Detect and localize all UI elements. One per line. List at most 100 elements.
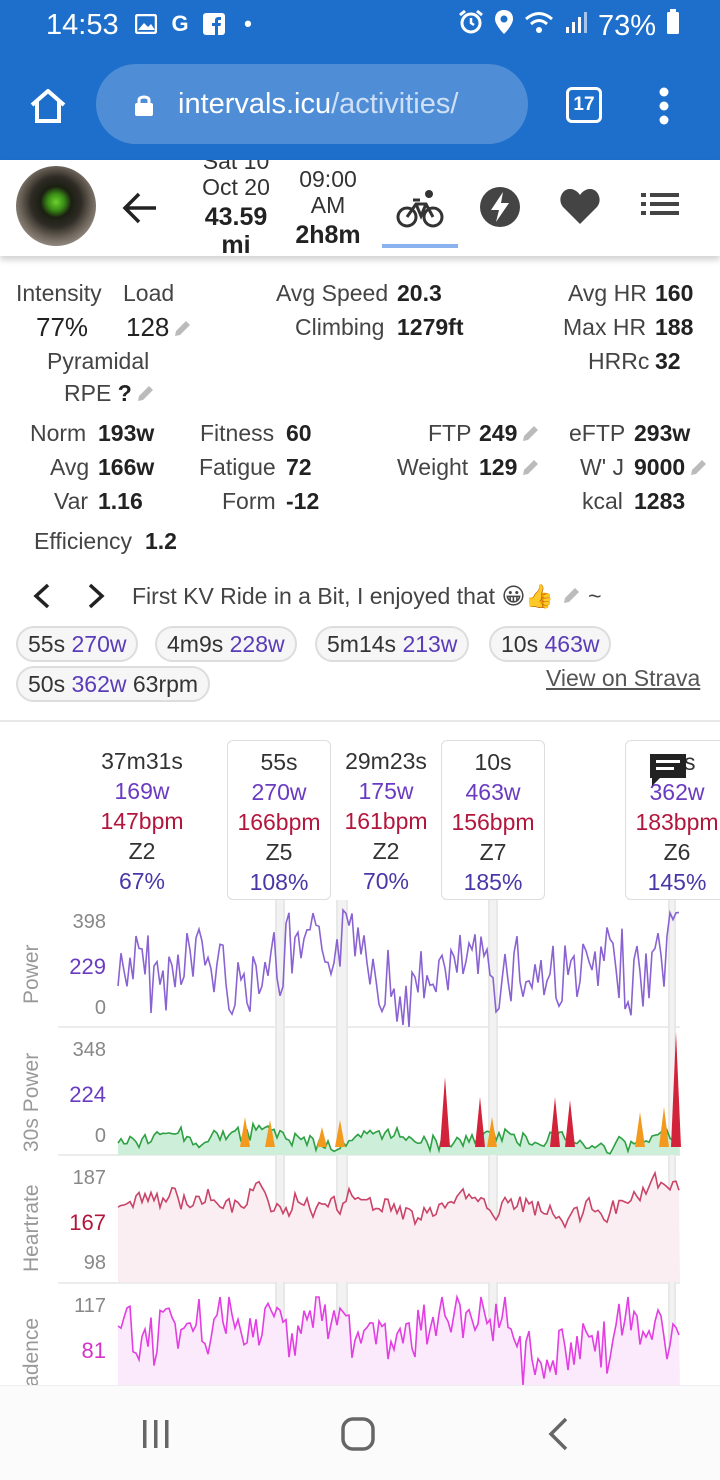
rpe-label: RPE — [64, 380, 112, 406]
start-time-line-1: 09:00 — [299, 166, 357, 192]
max-hr-label: Max HR — [563, 314, 647, 340]
kcal-label: kcal — [582, 488, 623, 514]
facebook-icon — [202, 12, 226, 36]
status-time: 14:53 — [46, 9, 119, 41]
interval-card[interactable]: 50s 362w 183bpm Z6 145% — [625, 740, 720, 900]
card-pct: 145% — [647, 869, 707, 895]
cadence-area — [118, 1297, 680, 1385]
activity-chart[interactable]: 37m31s 169w 147bpm Z2 67% 55s 270w 166bp… — [0, 720, 720, 1385]
status-right: 73% — [458, 9, 680, 43]
url-path: /activities/ — [331, 87, 459, 120]
chart-svg[interactable] — [0, 722, 720, 1385]
workout-type: Pyramidal — [47, 348, 150, 374]
climbing-value: 1279ft — [397, 314, 464, 340]
power30-tick: 224 — [69, 1082, 106, 1107]
start-time-line-2: AM — [310, 192, 346, 218]
heart-icon — [559, 186, 601, 231]
activity-header: Sat 10 Oct 20 43.59 mi 09:00 AM 2h8m — [0, 160, 720, 256]
rpe-field[interactable]: RPE ? — [64, 380, 154, 407]
next-activity-button[interactable] — [86, 582, 112, 610]
back-arrow-icon[interactable] — [122, 190, 158, 226]
fitness-value: 60 — [286, 420, 312, 446]
interval-card[interactable]: 10s 463w 156bpm Z7 185% — [441, 740, 545, 900]
avg-power-label: Avg — [50, 454, 90, 480]
cadence-tick: 117 — [74, 1295, 106, 1317]
edit-pencil-icon[interactable] — [562, 587, 580, 605]
system-nav-bar — [0, 1385, 720, 1480]
power30-peak — [635, 1112, 645, 1147]
card-time: 29m23s — [345, 748, 427, 774]
google-icon: G — [171, 11, 189, 36]
comment-icon[interactable] — [648, 752, 688, 788]
avg-hr-label: Avg HR — [568, 280, 647, 306]
card-power: 362w — [649, 779, 705, 805]
home-button[interactable] — [28, 86, 68, 126]
card-zone: Z2 — [128, 838, 156, 864]
card-pct: 108% — [249, 869, 309, 895]
interval-chip[interactable]: 5m14s 213w — [315, 626, 470, 662]
address-bar[interactable]: intervals.icu/activities/ — [96, 64, 528, 144]
card-zone: Z6 — [663, 839, 691, 865]
card-time: 10s — [474, 749, 512, 775]
load-value[interactable]: 128 — [126, 312, 191, 343]
notification-icons: G • — [134, 11, 260, 36]
signal-icon — [564, 10, 588, 43]
ftp-value[interactable]: 249 — [479, 420, 539, 447]
hrrc-value: 32 — [655, 348, 681, 374]
heartrate-line — [117, 1170, 680, 1230]
browser-toolbar: intervals.icu/activities/ 17 — [0, 50, 720, 160]
power30-peak — [475, 1097, 485, 1147]
tab-ride[interactable] — [380, 182, 460, 248]
recent-apps-button[interactable] — [140, 1418, 172, 1455]
var-value: 1.16 — [98, 488, 143, 514]
card-power: 270w — [251, 779, 307, 805]
card-pct: 70% — [362, 868, 410, 894]
edit-pencil-icon — [137, 386, 153, 401]
interval-card[interactable]: 29m23s 175w 161bpm Z2 70% — [340, 740, 432, 900]
tab-power[interactable] — [460, 182, 540, 242]
weight-label: Weight — [397, 454, 469, 480]
tab-intervals[interactable] — [620, 182, 700, 242]
card-hr: 183bpm — [635, 809, 719, 835]
form-value: -12 — [286, 488, 320, 514]
hr-tick: 98 — [83, 1252, 106, 1274]
chip-cadence: 63rpm — [132, 670, 199, 697]
interval-card[interactable]: 37m31s 169w 147bpm Z2 67% — [82, 740, 202, 900]
fatigue-value: 72 — [286, 454, 312, 480]
power30-peak — [317, 1127, 327, 1147]
weight-value[interactable]: 129 — [479, 454, 539, 481]
avg-speed-value: 20.3 — [397, 280, 442, 306]
avatar[interactable] — [16, 166, 96, 246]
power-tick: 0 — [94, 997, 106, 1019]
wprime-value[interactable]: 9000 — [634, 454, 707, 481]
rpe-value: ? — [117, 380, 132, 406]
view-on-strava-link[interactable]: View on Strava — [546, 665, 701, 691]
interval-card[interactable]: 55s 270w 166bpm Z5 108% — [227, 740, 331, 900]
card-hr: 161bpm — [344, 808, 428, 834]
back-nav-button[interactable] — [546, 1416, 570, 1457]
interval-chip[interactable]: 55s 270w — [16, 626, 139, 662]
weight-number: 129 — [479, 454, 518, 480]
avg-hr-value: 160 — [655, 280, 694, 306]
chip-power: 362w — [71, 670, 127, 697]
tab-switcher-button[interactable]: 17 — [566, 87, 602, 123]
chip-power: 213w — [402, 630, 458, 657]
power30-tick: 348 — [72, 1039, 106, 1061]
tab-heartrate[interactable] — [540, 182, 620, 242]
hrrc-label: HRRc — [588, 348, 650, 374]
interval-chip[interactable]: 10s 463w — [489, 626, 612, 662]
eftp-label: eFTP — [569, 420, 626, 446]
interval-chip[interactable]: 4m9s 228w — [155, 626, 297, 662]
bike-icon — [396, 186, 444, 235]
edit-pencil-icon — [691, 460, 707, 475]
interval-chip[interactable]: 50s 362w 63rpm — [16, 666, 211, 702]
load-label: Load — [123, 280, 175, 306]
location-icon — [494, 9, 514, 43]
previous-activity-button[interactable] — [30, 582, 56, 610]
card-hr: 147bpm — [100, 808, 184, 834]
more-menu-button[interactable] — [658, 86, 670, 126]
battery-icon — [666, 9, 680, 43]
home-nav-button[interactable] — [340, 1416, 376, 1457]
lock-icon — [134, 92, 154, 116]
power30-peak — [335, 1120, 345, 1147]
